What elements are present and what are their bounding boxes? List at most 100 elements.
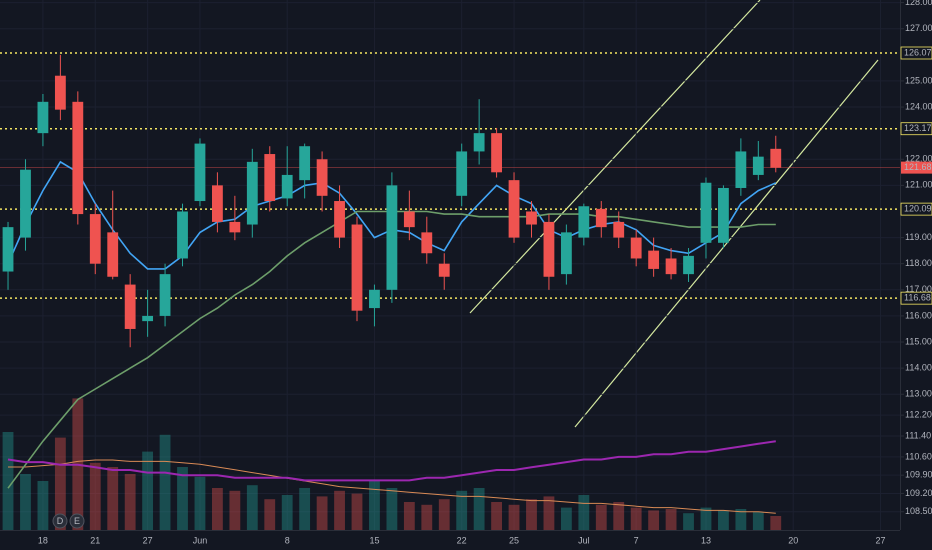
volume-bar xyxy=(316,496,328,530)
y-tick-label: 116.00 xyxy=(905,310,932,320)
y-tick-label: 113.00 xyxy=(905,389,932,399)
volume-bar xyxy=(665,509,677,530)
volume-bar xyxy=(752,511,764,530)
candle-body xyxy=(718,187,729,243)
y-tick-label: 108.50 xyxy=(905,506,932,516)
candle-body xyxy=(386,185,398,290)
candle-body xyxy=(281,174,293,199)
volume-bar xyxy=(299,488,311,530)
volume-bar xyxy=(351,493,363,530)
candle-body xyxy=(369,289,380,309)
candle-body xyxy=(735,151,747,188)
candle-body xyxy=(752,156,764,175)
candle-body xyxy=(37,101,49,134)
volume-ma-line xyxy=(8,459,776,514)
level-label-box xyxy=(900,122,932,136)
candle-body xyxy=(177,211,188,259)
volume-bar xyxy=(54,437,66,530)
candle-body xyxy=(264,154,276,202)
candle-body xyxy=(508,180,520,238)
candle-body xyxy=(630,237,642,259)
y-tick-label: 118.00 xyxy=(905,258,932,268)
volume-bar xyxy=(142,451,154,530)
level-label-box xyxy=(900,202,932,216)
candle-body xyxy=(543,221,555,277)
volume-bar xyxy=(543,496,555,530)
volume-bar xyxy=(683,513,694,530)
volume-bar xyxy=(2,432,14,530)
y-tick-label: 109.90 xyxy=(905,470,932,480)
plot xyxy=(0,52,900,530)
candle-body xyxy=(438,263,450,277)
volume-bar xyxy=(159,434,171,530)
volume-bar xyxy=(386,488,398,530)
axes: 128.00 127.00 125.00 124.00 122.00 121.00 119.… xyxy=(38,0,932,545)
channel-line xyxy=(469,0,761,314)
candle-body xyxy=(648,250,660,269)
volume-bar xyxy=(264,499,276,530)
volume-bar xyxy=(700,507,712,530)
level-label: 120.09 xyxy=(904,204,932,214)
candle-body xyxy=(334,201,345,238)
volume-bar xyxy=(560,507,572,530)
y-tick-label: 128.00 xyxy=(905,0,932,7)
candle-body xyxy=(595,208,607,228)
candle-body xyxy=(403,211,415,228)
volume-bar xyxy=(648,510,660,530)
indicator-button[interactable] xyxy=(52,513,68,529)
volume-bar xyxy=(456,490,468,530)
candle-body xyxy=(72,101,84,215)
indicator-button-label[interactable]: E xyxy=(74,516,80,526)
x-tick-label: 21 xyxy=(90,535,100,545)
candle-body xyxy=(351,224,363,311)
volume-bar xyxy=(369,481,380,530)
x-tick-label: 13 xyxy=(701,535,711,545)
x-tick-label: Jun xyxy=(193,535,208,545)
candle-body xyxy=(89,214,101,264)
volume-bar xyxy=(177,467,188,530)
x-tick-label: 25 xyxy=(509,535,519,545)
volume-bar xyxy=(595,504,607,530)
candle-body xyxy=(456,151,468,196)
level-label: 116.68 xyxy=(904,293,931,303)
level-label: 126.07 xyxy=(904,47,932,57)
candle-body xyxy=(229,221,241,233)
candle-body xyxy=(613,221,625,238)
y-tick-label: 121.00 xyxy=(905,180,932,190)
y-tick-label: 115.00 xyxy=(905,336,932,346)
indicator-button[interactable] xyxy=(69,513,85,529)
volume-bar xyxy=(718,510,729,530)
x-tick-label: 7 xyxy=(634,535,639,545)
y-tick-label: 127.00 xyxy=(905,23,932,33)
y-tick-label: 110.60 xyxy=(905,451,932,461)
y-tick-label: 124.00 xyxy=(905,101,932,111)
candle-body xyxy=(212,185,223,222)
last-price-box xyxy=(901,161,932,174)
volume-bar xyxy=(421,504,433,530)
volume-bar xyxy=(229,490,241,530)
volume-bar xyxy=(403,502,415,530)
last-price-label: 121.68 xyxy=(904,162,932,172)
volume-bar xyxy=(630,507,642,530)
candle-body xyxy=(491,133,502,173)
y-tick-label: 119.00 xyxy=(905,232,932,242)
candle-body xyxy=(2,227,14,272)
volume-bar xyxy=(613,502,625,530)
candle-body xyxy=(421,232,433,254)
candle-body xyxy=(159,274,171,316)
candle-body xyxy=(316,159,328,196)
y-tick-label: 111.40 xyxy=(905,430,931,440)
candle-body xyxy=(683,255,694,275)
level-label-box xyxy=(900,46,932,60)
candle-body xyxy=(246,161,258,225)
x-tick-label: 18 xyxy=(38,535,48,545)
x-tick-label: 27 xyxy=(875,535,885,545)
volume-bar xyxy=(578,495,590,530)
x-tick-label: 27 xyxy=(143,535,153,545)
indicator-button-label[interactable]: D xyxy=(57,516,64,526)
candle-body xyxy=(665,258,677,275)
y-tick-label: 109.20 xyxy=(905,488,932,498)
